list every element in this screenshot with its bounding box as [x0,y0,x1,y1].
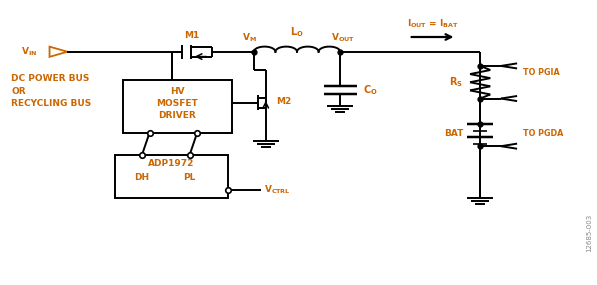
FancyBboxPatch shape [115,155,228,198]
Text: $\mathbf{V_{CTRL}}$: $\mathbf{V_{CTRL}}$ [264,184,291,196]
Text: $\mathbf{R_S}$: $\mathbf{R_S}$ [450,75,463,89]
Text: $\mathbf{V_{IN}}$: $\mathbf{V_{IN}}$ [21,46,38,58]
Text: TO PGIA: TO PGIA [523,68,560,77]
Text: PL: PL [183,173,196,182]
Text: $\mathbf{V_{OUT}}$: $\mathbf{V_{OUT}}$ [331,32,355,44]
FancyBboxPatch shape [123,80,232,133]
Text: $\mathbf{V_M}$: $\mathbf{V_M}$ [242,32,257,44]
Text: ADP1972: ADP1972 [149,159,195,168]
Text: DC POWER BUS
OR
RECYCLING BUS: DC POWER BUS OR RECYCLING BUS [11,74,92,109]
Text: M1: M1 [184,31,199,40]
Text: 12685-003: 12685-003 [586,214,592,253]
Text: HV
MOSFET
DRIVER: HV MOSFET DRIVER [156,87,198,119]
Text: $\mathbf{L_O}$: $\mathbf{L_O}$ [290,25,304,39]
Text: $\mathbf{C_O}$: $\mathbf{C_O}$ [363,83,377,97]
Text: $\mathbf{I_{OUT}}$ = $\mathbf{I_{BAT}}$: $\mathbf{I_{OUT}}$ = $\mathbf{I_{BAT}}$ [407,17,458,30]
Text: DH: DH [134,173,149,182]
Text: M2: M2 [276,97,292,106]
Text: TO PGDA: TO PGDA [523,129,564,139]
Text: BAT: BAT [444,129,463,139]
